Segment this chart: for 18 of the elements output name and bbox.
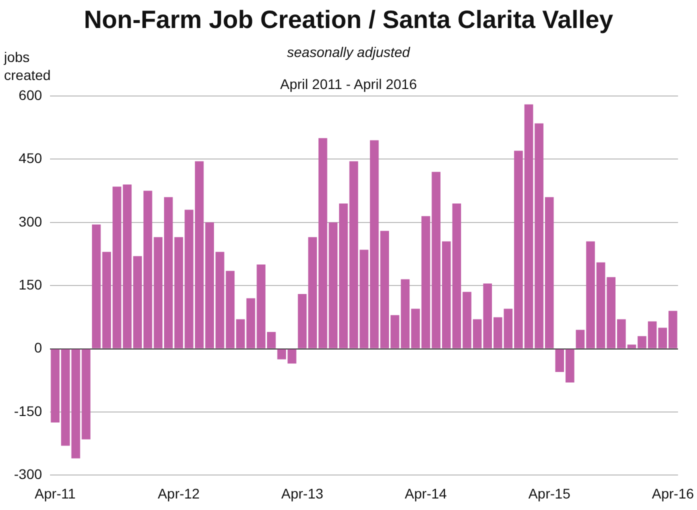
y-tick-label: 450 [18, 150, 42, 166]
bar [92, 224, 101, 348]
y-tick-label: -150 [14, 402, 42, 419]
y-axis-title: jobs created [4, 48, 52, 84]
y-tick-label: -300 [14, 466, 42, 482]
y-tick-label: 150 [18, 276, 42, 292]
x-tick-label: Apr-16 [652, 485, 694, 502]
chart-title: Non-Farm Job Creation / Santa Clarita Valley [82, 6, 614, 35]
chart-subtitle: seasonally adjusted [287, 44, 410, 60]
x-tick-label: Apr-11 [34, 485, 76, 502]
x-tick-label: Apr-15 [528, 485, 571, 502]
y-tick-label: 600 [18, 86, 42, 103]
y-tick-label: 300 [18, 213, 42, 230]
text: April 2011 - April 2016 [280, 76, 417, 92]
y-tick-label: 0 [34, 340, 42, 356]
x-tick-label: Apr-13 [281, 485, 324, 502]
x-tick-label: Apr-12 [158, 485, 200, 502]
x-tick-label: Apr-14 [404, 485, 448, 502]
